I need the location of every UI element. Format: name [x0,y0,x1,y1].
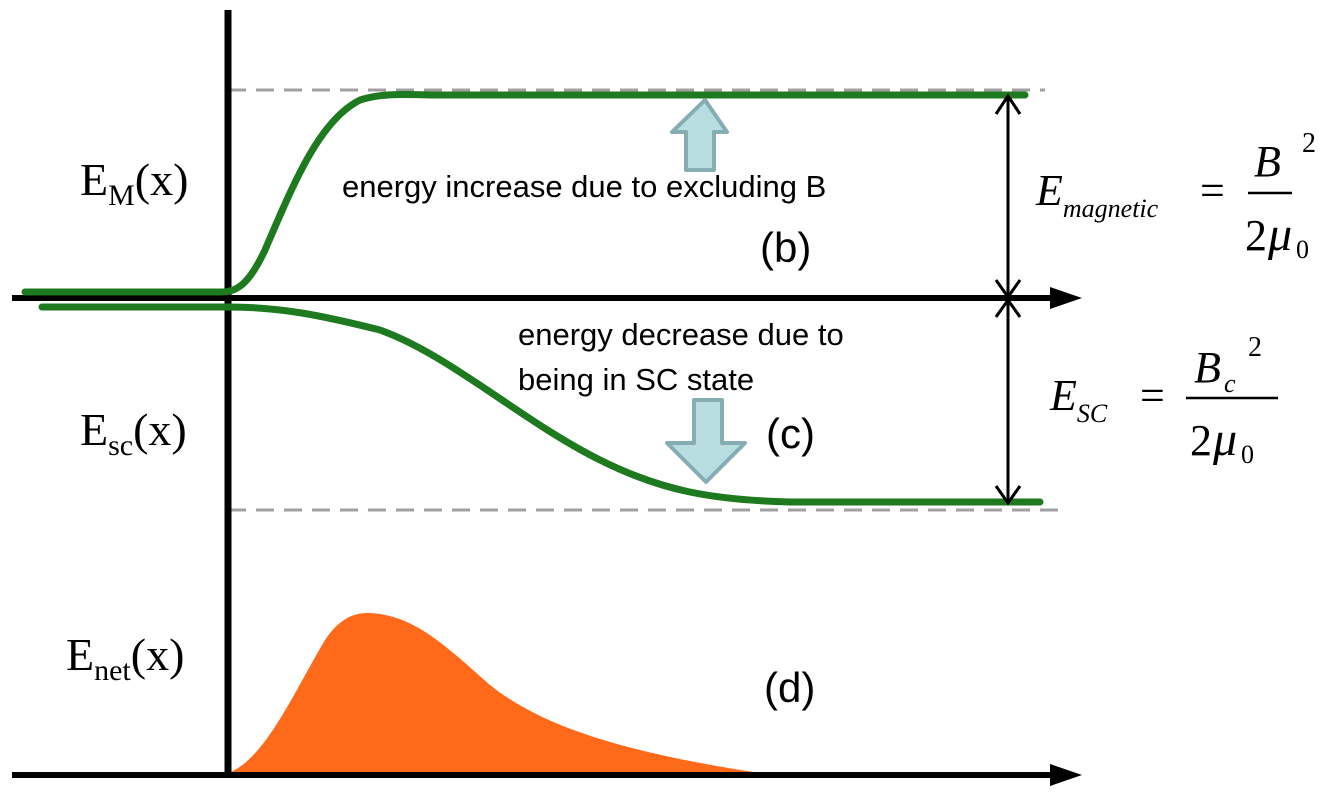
magnetic-span-top-arrow-icon [994,93,1022,115]
svg-text:μ: μ [1212,413,1237,466]
svg-text:2: 2 [1190,416,1212,465]
esc-curve [38,303,1044,506]
svg-text:=: = [1200,166,1225,215]
enet-area [228,613,760,773]
panel-c-label: (c) [766,410,815,457]
panel-b-label: (b) [760,224,811,271]
increase-annotation: energy increase due to excluding B [342,169,826,204]
decrease-annotation-line1: energy decrease due to [518,317,844,352]
up-arrow-icon [670,98,729,172]
svg-text:μ: μ [1267,208,1292,261]
em-curve [21,90,1029,296]
svg-text:2: 2 [1248,332,1262,363]
enet-label: Enet(x) [66,629,184,687]
sc-span-bottom-arrow-icon [994,485,1022,506]
panel-d-label: (d) [764,664,815,711]
down-arrow-icon [665,398,747,484]
esc-label: Esc(x) [80,404,187,462]
bottom-x-axis-arrowhead [1050,764,1082,786]
decrease-annotation-line2: being in SC state [518,362,754,397]
svg-text:B: B [1194,343,1221,392]
middle-x-axis-arrowhead [1050,287,1082,309]
svg-text:c: c [1224,369,1236,398]
sc-energy-formula: ESC = B c 2 2 μ 0 [1049,332,1278,469]
svg-text:=: = [1140,371,1165,420]
svg-text:2: 2 [1302,128,1316,159]
svg-text:2: 2 [1245,211,1267,260]
svg-text:0: 0 [1241,440,1254,469]
svg-text:0: 0 [1296,235,1309,264]
em-label: EM(x) [80,154,188,212]
magnetic-span-bottom-arrow-icon [994,279,1022,300]
svg-text:Emagnetic: Emagnetic [1035,166,1159,223]
magnetic-energy-formula: Emagnetic = B 2 2 μ 0 [1035,128,1316,264]
sc-span-top-arrow-icon [994,297,1022,318]
svg-text:B: B [1254,137,1281,186]
svg-text:ESC: ESC [1049,371,1108,428]
